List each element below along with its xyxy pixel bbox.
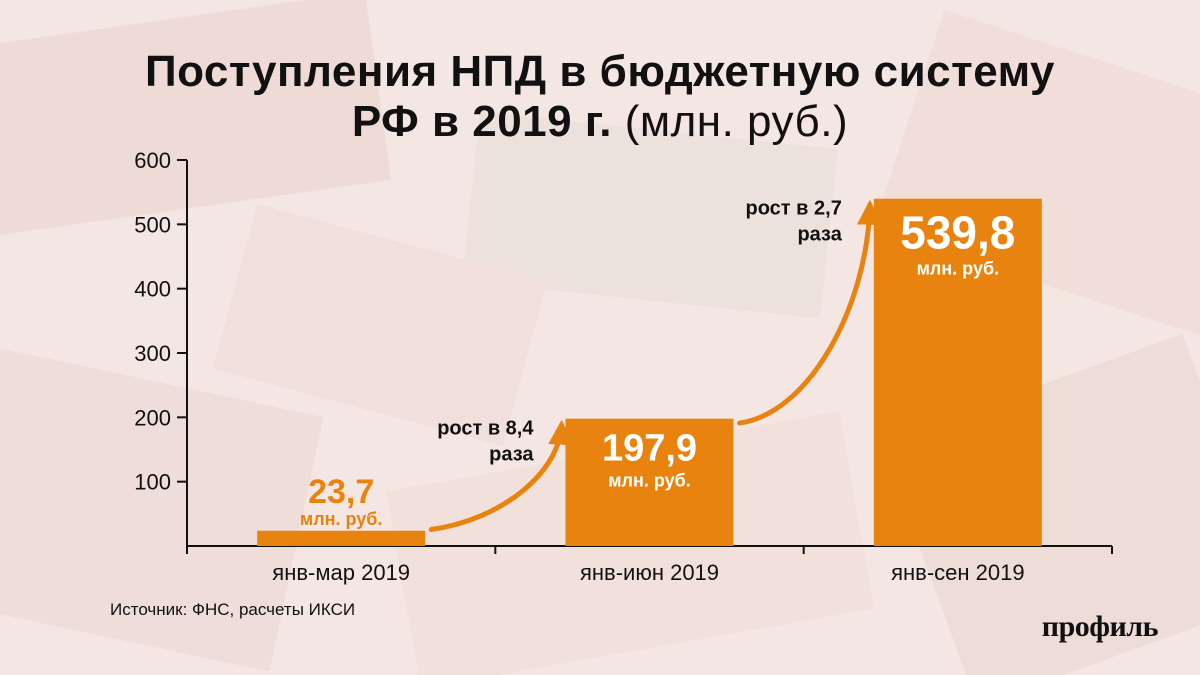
y-tick-label: 200 xyxy=(134,405,171,430)
chart-title-line-1: Поступления НПД в бюджетную систему xyxy=(144,47,1056,96)
y-tick-label: 600 xyxy=(134,148,171,173)
y-tick-label: 500 xyxy=(134,212,171,237)
category-label: янв-июн 2019 xyxy=(580,560,719,585)
growth-label-line-1: рост в 8,4 xyxy=(437,418,534,440)
chart-title-line-2: РФ в 2019 г. (млн. руб.) xyxy=(0,96,1200,148)
growth-label-line-2: раза xyxy=(489,444,534,466)
y-tick-label: 100 xyxy=(134,470,171,495)
bar-unit-label: млн. руб. xyxy=(608,471,691,491)
source-note: Источник: ФНС, расчеты ИКСИ xyxy=(110,600,356,619)
bar-2 xyxy=(565,418,734,546)
bar-3 xyxy=(873,198,1042,546)
y-tick-label: 300 xyxy=(134,341,171,366)
y-tick-label: 400 xyxy=(134,277,171,302)
chart-title-main: РФ в 2019 г. xyxy=(351,97,612,146)
bar-1 xyxy=(257,530,426,546)
growth-label-line-2: раза xyxy=(797,224,842,246)
growth-arrow-2 xyxy=(737,199,882,426)
category-label: янв-сен 2019 xyxy=(891,560,1025,585)
profil-logo: профиль xyxy=(1041,610,1159,643)
chart-title-unit: (млн. руб.) xyxy=(624,97,849,146)
growth-arrow-1 xyxy=(428,419,574,533)
category-label: янв-мар 2019 xyxy=(272,560,410,585)
bar-value-label: 539,8 xyxy=(900,207,1015,259)
bar-unit-label: млн. руб. xyxy=(300,509,383,529)
bar-value-label: 197,9 xyxy=(602,428,697,470)
growth-label-line-1: рост в 2,7 xyxy=(746,198,842,220)
bar-value-label: 23,7 xyxy=(308,473,374,511)
bar-unit-label: млн. руб. xyxy=(917,259,1000,279)
